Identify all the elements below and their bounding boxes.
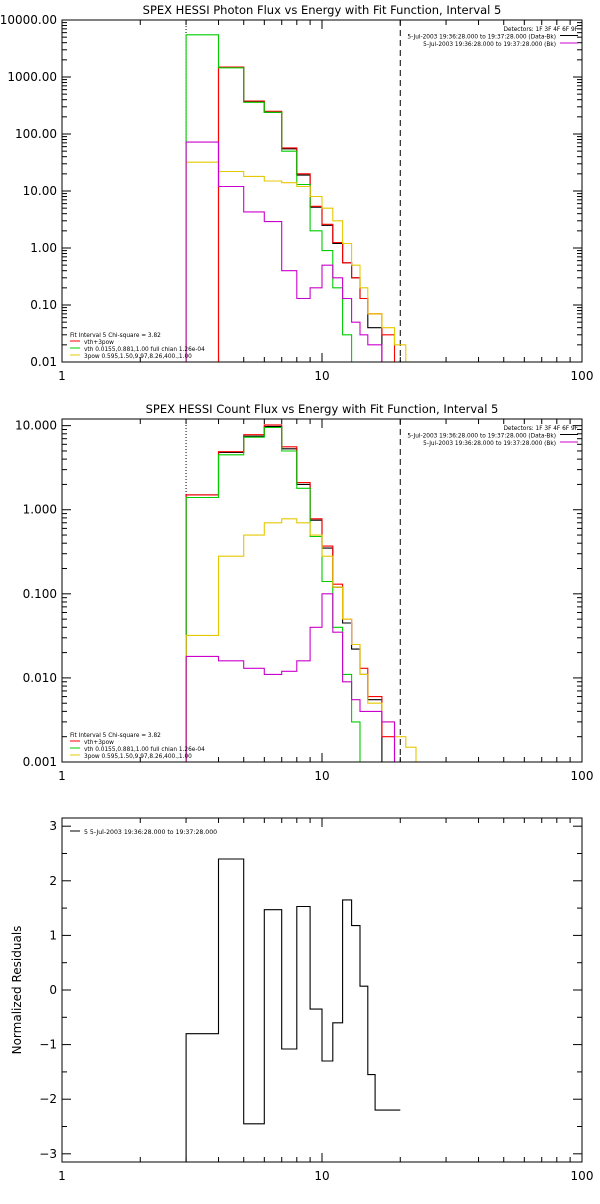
y-tick-label: 1 [49, 928, 57, 942]
y-tick-label: 2 [49, 874, 57, 888]
x-tick-label: 10 [314, 769, 329, 783]
axis-ticks [61, 19, 583, 363]
y-axis-label: Normalized Residuals [10, 926, 24, 1055]
series-line-2 [185, 34, 360, 362]
chart-title: SPEX HESSI Count Flux vs Energy with Fit… [146, 402, 499, 416]
series-line-3 [185, 518, 435, 762]
data-series-group [185, 34, 435, 362]
chart-panel-0: SPEX HESSI Photon Flux vs Energy with Fi… [0, 3, 593, 383]
x-tick-label: 1 [58, 369, 66, 383]
chart-panel-2: 1 10 100 −3 −2 −1 0 1 2 3 Normalized Residuals 5 5-… [10, 817, 594, 1183]
x-tick-label: 100 [571, 1169, 594, 1183]
legend-entry: vth 0.0155,0.881,1.00 full chian 1.26e-0… [84, 347, 205, 353]
legend-entry: 5-Jul-2003 19:36:28.000 to 19:37:28.000 … [407, 35, 556, 41]
data-series-group [185, 858, 401, 1162]
series-line-0 [185, 66, 406, 362]
chart-panel-1: SPEX HESSI Count Flux vs Energy with Fit… [15, 402, 593, 783]
data-series-group [185, 424, 435, 762]
series-line-0 [185, 858, 401, 1162]
y-tick-label: 3 [49, 819, 57, 833]
y-tick-label: 0.01 [30, 355, 57, 369]
y-tick-label: 0.001 [23, 755, 57, 769]
plot-frame [61, 418, 583, 763]
series-line-3 [185, 161, 435, 362]
x-tick-label: 10 [314, 369, 329, 383]
legend-entry: 3pow 0.595,1.50,9.97,8.26,400.,1.00 [84, 354, 192, 360]
axis-ticks [61, 818, 583, 1162]
legend-header: Detectors: 1F 3F 4F 6F 9F [503, 426, 578, 432]
plot-frame [61, 817, 583, 1163]
legend-header: Detectors: 1F 3F 4F 6F 9F [503, 27, 578, 33]
legend-entry: 5-Jul-2003 19:36:28.000 to 19:37:28.000 … [423, 42, 556, 48]
series-line-1 [185, 424, 406, 762]
y-tick-label: 0.10 [30, 298, 57, 312]
series-line-4 [185, 141, 426, 362]
legend-entry: 3pow 0.595,1.50,9.97,8.26,400.,1.00 [84, 754, 192, 760]
x-tick-label: 1 [58, 1169, 66, 1183]
series-line-1 [185, 66, 406, 362]
y-tick-label: 0.100 [23, 587, 57, 601]
legend-header: Fit Interval 5 Chi-square = 3.82 [70, 333, 161, 339]
y-tick-label: 10000.00 [0, 13, 57, 27]
axis-ticks [61, 419, 583, 763]
y-tick-label: 0.010 [23, 671, 57, 685]
series-line-4 [185, 593, 406, 762]
x-tick-label: 1 [58, 769, 66, 783]
y-tick-label: 100.00 [15, 127, 57, 141]
y-tick-label: −2 [39, 1092, 57, 1106]
legend-entry: 5 5-Jul-2003 19:36:28.000 to 19:37:28.00… [84, 829, 217, 836]
y-tick-label: 10.000 [15, 419, 57, 433]
legend-entry: vth+3pow [84, 740, 114, 746]
legend-entry: vth 0.0155,0.881,1.00 full chian 1.26e-0… [84, 747, 205, 753]
legend-header: Fit Interval 5 Chi-square = 3.82 [70, 733, 161, 739]
series-line-0 [185, 425, 406, 762]
y-tick-label: −3 [39, 1147, 57, 1161]
x-tick-label: 100 [571, 369, 594, 383]
x-tick-label: 10 [314, 1169, 329, 1183]
legend-entry: 5-Jul-2003 19:36:28.000 to 19:37:28.000 … [423, 441, 556, 447]
legend-entry: 5-Jul-2003 19:36:28.000 to 19:37:28.000 … [407, 434, 556, 440]
y-tick-label: 0 [49, 983, 57, 997]
y-tick-label: 10.00 [23, 184, 57, 198]
series-line-2 [185, 426, 368, 762]
x-tick-label: 100 [571, 769, 594, 783]
y-tick-label: −1 [39, 1038, 57, 1052]
y-tick-label: 1000.00 [7, 70, 57, 84]
plot-frame [61, 19, 583, 363]
legend-entry: vth+3pow [84, 340, 114, 346]
y-tick-label: 1.000 [23, 503, 57, 517]
y-tick-label: 1.00 [30, 241, 57, 255]
chart-title: SPEX HESSI Photon Flux vs Energy with Fi… [143, 3, 502, 17]
